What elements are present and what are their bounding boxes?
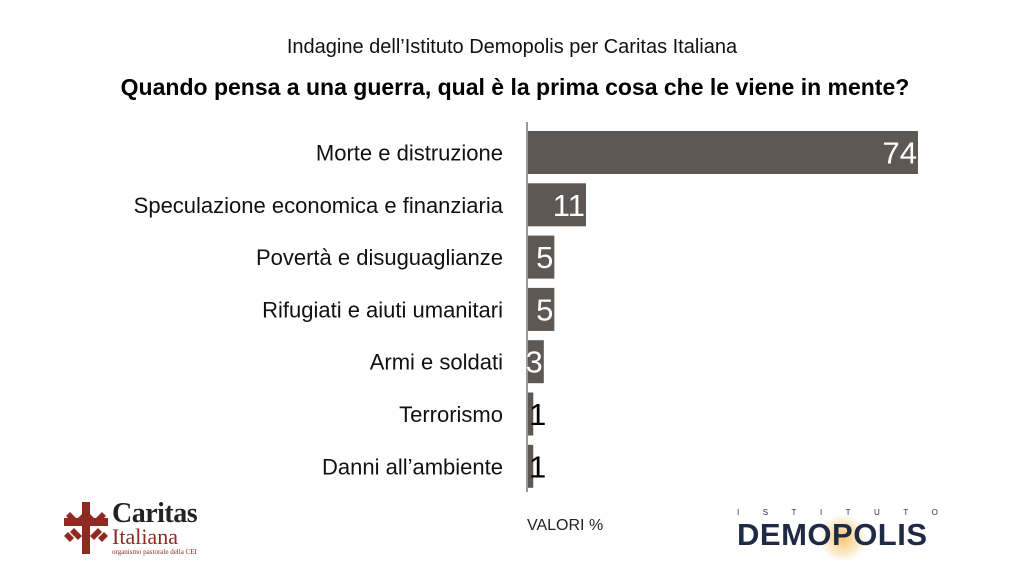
unit-note: VALORI %: [527, 517, 604, 534]
category-label: Terrorismo: [399, 402, 503, 427]
caritas-name: Caritas: [112, 498, 198, 529]
value-label: 5: [536, 292, 553, 327]
bar: [528, 235, 555, 279]
caritas-sub: Italiana: [112, 524, 178, 549]
bar: [528, 340, 544, 384]
category-label: Rifugiati e aiuti umanitari: [262, 297, 503, 322]
bar: [528, 392, 534, 436]
value-label: 5: [536, 240, 553, 275]
demopolis-main-2: POLIS: [832, 517, 928, 552]
value-label: 1: [529, 449, 546, 484]
category-label: Speculazione economica e finanziaria: [134, 193, 504, 218]
caritas-tagline: organismo pastorale della CEI: [112, 548, 197, 556]
category-label: Danni all’ambiente: [322, 454, 503, 479]
bar: [528, 287, 555, 331]
value-label: 11: [553, 188, 585, 223]
chart-subtitle: Indagine dell’Istituto Demopolis per Car…: [286, 36, 738, 58]
bar: [528, 131, 918, 174]
demopolis-logo: ISTITUTO DEMOPOLIS: [737, 508, 967, 561]
demopolis-main-o: O: [807, 517, 833, 552]
value-label: 1: [529, 397, 546, 432]
bar: [528, 183, 586, 227]
demopolis-top-text: ISTITUTO: [737, 508, 962, 517]
category-label: Morte e distruzione: [316, 141, 503, 166]
category-label: Armi e soldati: [370, 350, 503, 375]
caritas-logo: Caritas Italiana organismo pastorale del…: [62, 498, 222, 562]
category-label: Povertà e disuguaglianze: [256, 245, 503, 270]
value-label: 74: [882, 136, 916, 171]
demopolis-main-1: DEM: [737, 517, 808, 552]
demopolis-wordmark: DEMOPOLIS: [737, 517, 928, 553]
bar: [528, 444, 534, 488]
chart-title: Quando pensa a una guerra, qual è la pri…: [120, 74, 910, 100]
caritas-cross-icon: [64, 502, 108, 554]
demopolis-glow-icon: [819, 515, 867, 561]
value-label: 3: [526, 345, 543, 380]
